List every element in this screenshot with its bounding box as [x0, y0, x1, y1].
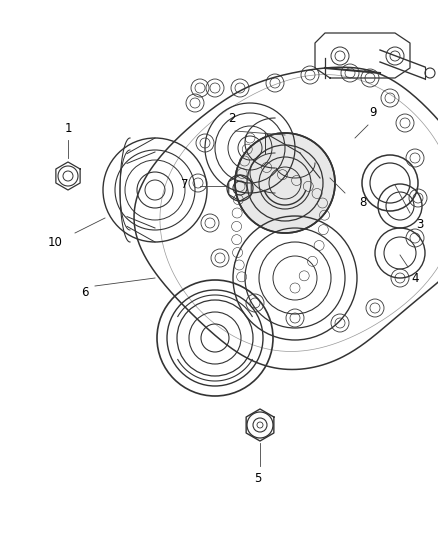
Text: 4: 4	[411, 271, 419, 285]
Text: 1: 1	[64, 122, 72, 134]
Text: 9: 9	[369, 107, 377, 119]
Text: 8: 8	[359, 197, 367, 209]
Text: 10: 10	[48, 237, 63, 249]
Text: 7: 7	[181, 179, 189, 191]
Circle shape	[235, 133, 335, 233]
Text: 5: 5	[254, 472, 261, 484]
Text: 3: 3	[416, 219, 424, 231]
Text: 2: 2	[228, 111, 236, 125]
Text: 6: 6	[81, 287, 89, 300]
